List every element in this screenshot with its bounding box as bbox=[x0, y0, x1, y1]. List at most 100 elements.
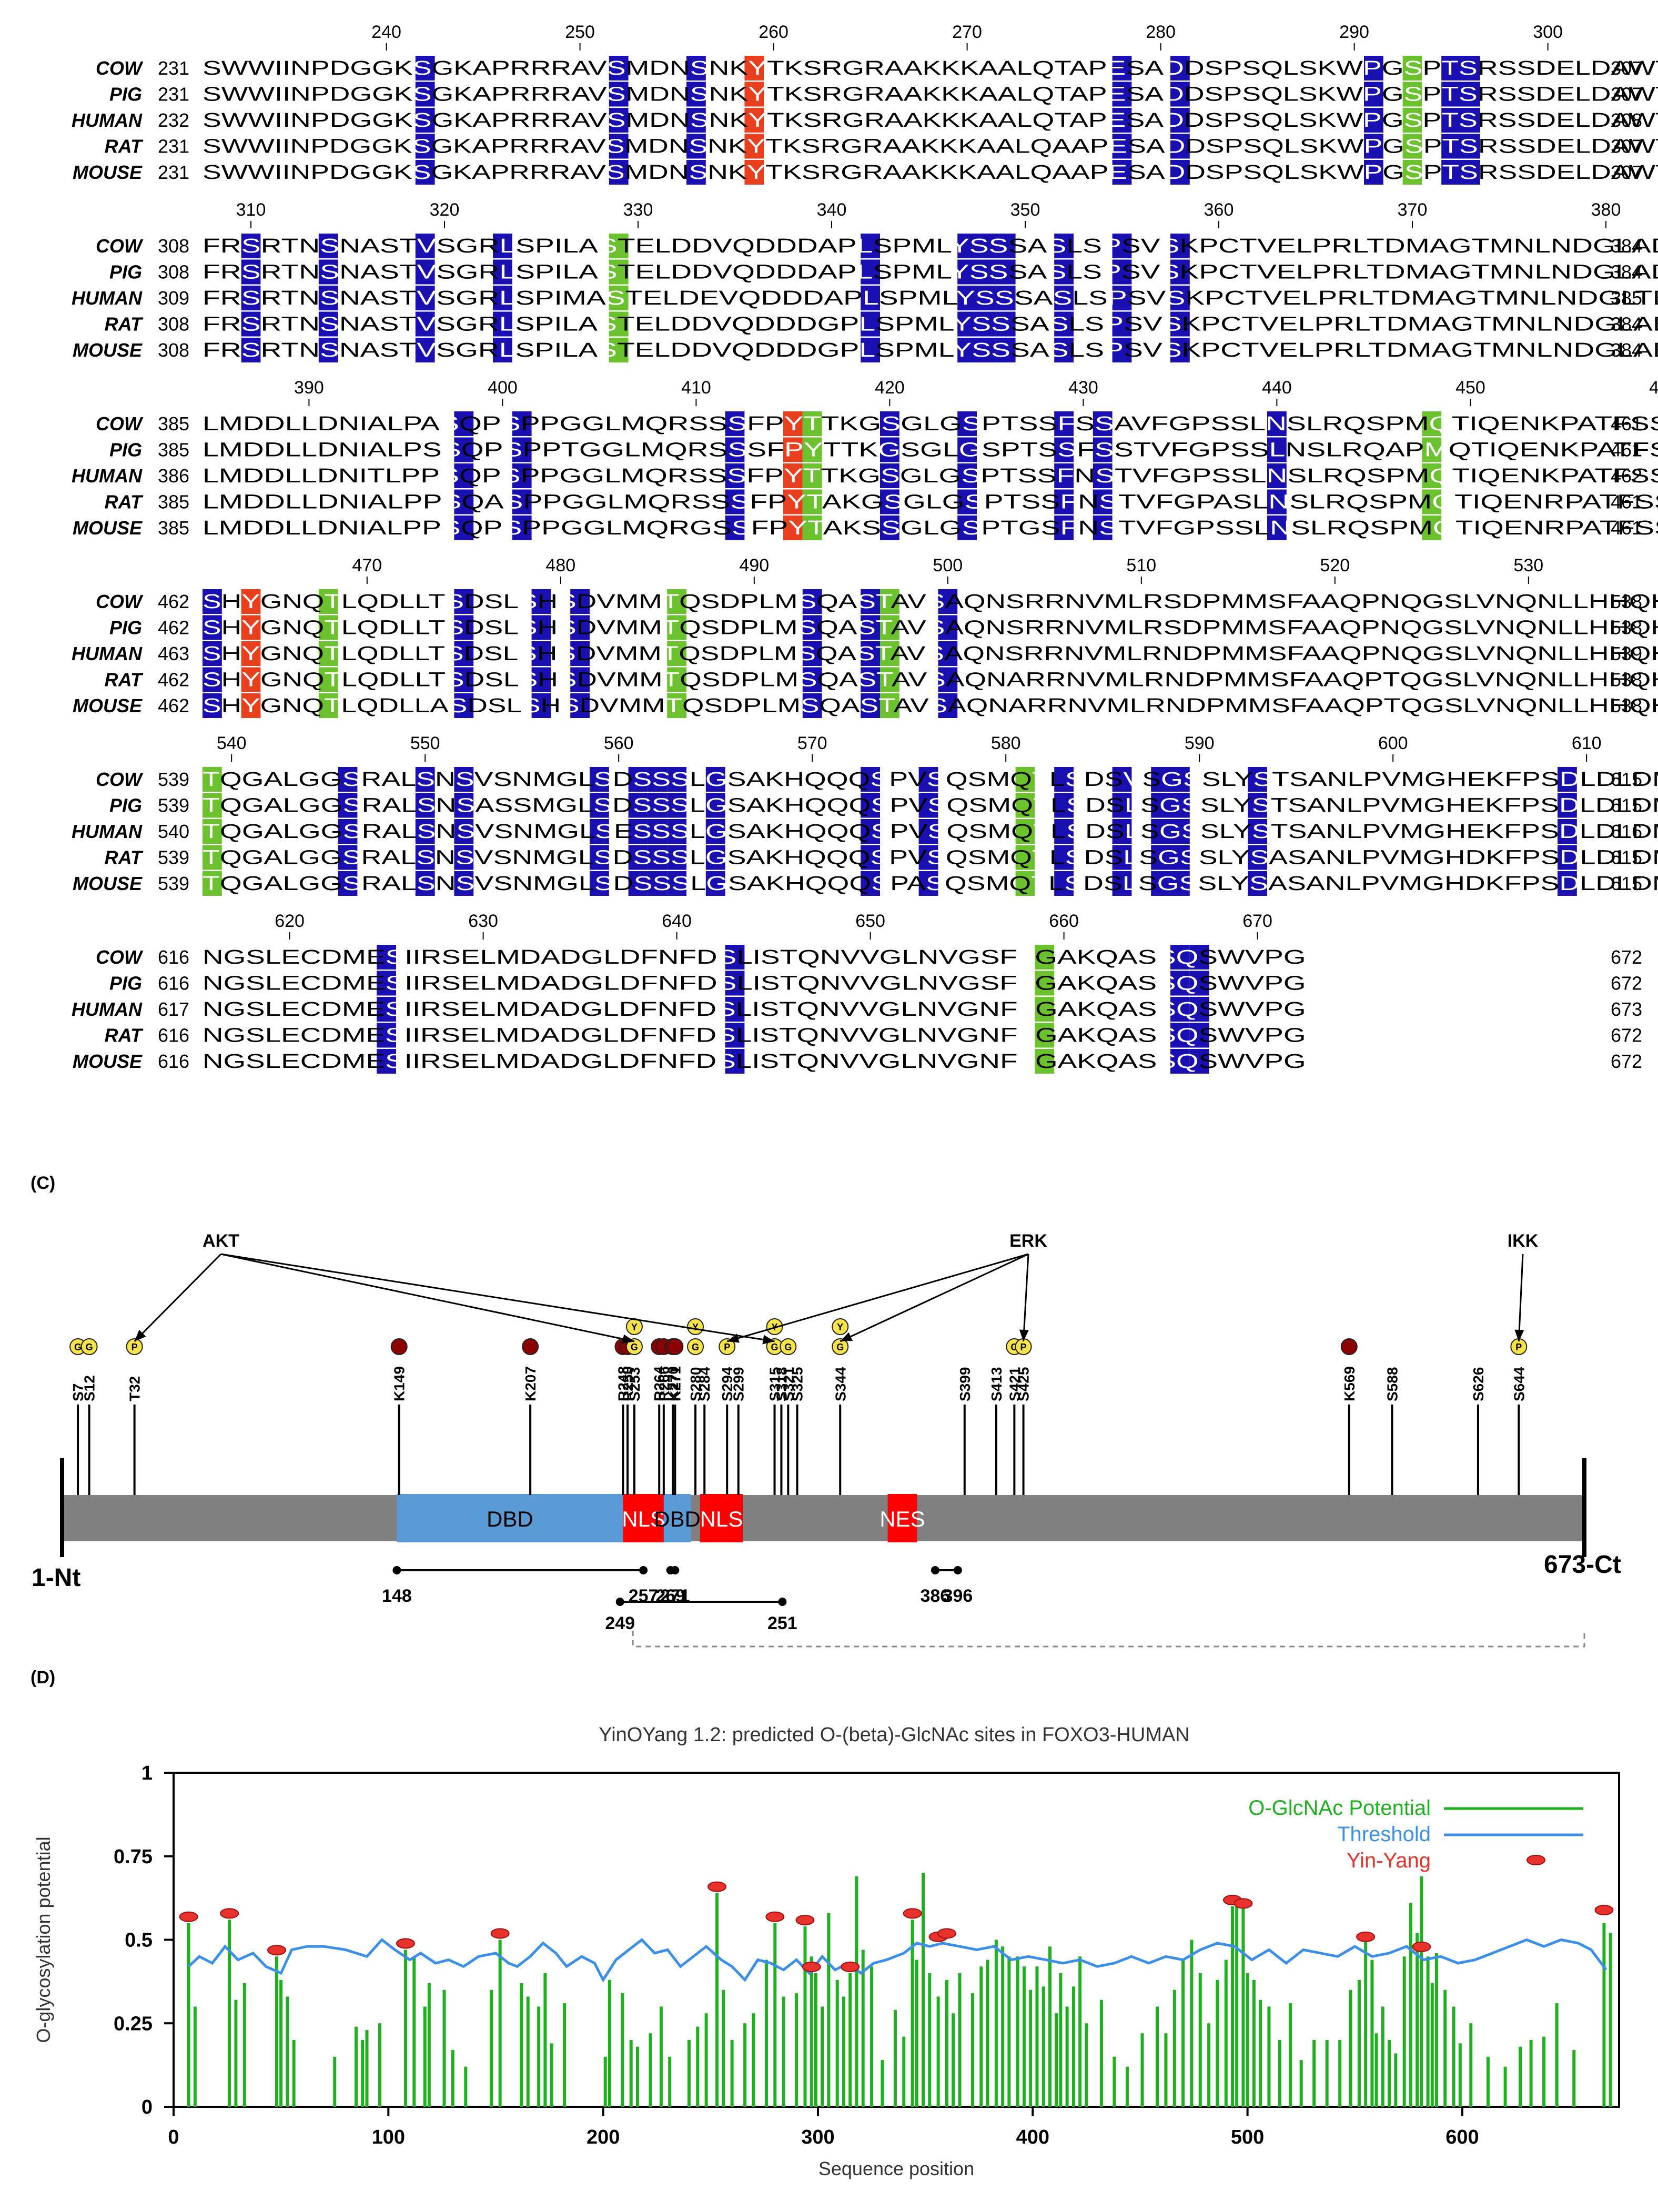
residue: Q bbox=[796, 1025, 819, 1047]
residue: F bbox=[1060, 491, 1078, 513]
residue: R bbox=[478, 287, 499, 309]
residue: R bbox=[1331, 261, 1352, 284]
residue: S bbox=[203, 617, 221, 639]
residue: G bbox=[1035, 946, 1057, 968]
residue: S bbox=[1006, 591, 1025, 613]
residue-highlight-S bbox=[1112, 767, 1132, 792]
residue: M bbox=[1105, 669, 1128, 691]
residue: S bbox=[606, 287, 625, 309]
residue: G bbox=[1424, 769, 1447, 791]
residue: G bbox=[1598, 287, 1621, 309]
residue-highlight-S bbox=[454, 589, 474, 614]
alignment-row: HUMAN 540 T Q G A L G G S R A L S N S V S N M G L S E S S S L G S A K H Q… bbox=[72, 819, 1658, 844]
residue: Q bbox=[461, 439, 484, 461]
residue-highlight-S bbox=[861, 589, 880, 614]
residue-highlight-S bbox=[415, 134, 435, 159]
residue: S bbox=[1289, 769, 1308, 791]
residue: L bbox=[1250, 465, 1267, 487]
residue: R bbox=[1047, 695, 1067, 717]
residue: V bbox=[1476, 591, 1495, 613]
glcnac-plot-svg: (D)YinOYang 1.2: predicted O-(beta)-GlcN… bbox=[31, 1668, 1620, 2179]
residue: L bbox=[414, 643, 429, 665]
species-name: HUMAN bbox=[72, 643, 143, 664]
residue: A bbox=[382, 795, 402, 817]
residue: Q bbox=[804, 769, 826, 791]
residue: G bbox=[690, 517, 712, 539]
residue: S bbox=[557, 643, 576, 665]
residue: N bbox=[670, 57, 690, 79]
residue: Q bbox=[1096, 998, 1119, 1021]
residue: R bbox=[478, 314, 499, 336]
residue-highlight-S bbox=[725, 437, 745, 462]
residue: I bbox=[405, 1025, 412, 1047]
residue: T bbox=[399, 339, 417, 361]
residue: R bbox=[688, 439, 709, 461]
residue: P bbox=[1362, 821, 1381, 843]
row-start-number: 462 bbox=[158, 695, 189, 716]
ruler-label: 380 bbox=[1591, 200, 1621, 220]
species-name: COW bbox=[96, 413, 144, 435]
ruler-label: 610 bbox=[1572, 733, 1602, 753]
alignment-row: MOUSE 308 F R S R T N S N A S T V S G R L S P I L A S T E L D D V Q D D D… bbox=[73, 338, 1658, 362]
residue: H bbox=[1447, 769, 1467, 791]
ruler-label: 660 bbox=[1049, 911, 1079, 931]
domain-label: NES bbox=[879, 1507, 925, 1531]
residue: S bbox=[1095, 465, 1115, 487]
residue: T bbox=[203, 847, 220, 869]
residue: G bbox=[939, 413, 962, 435]
residue: S bbox=[1288, 821, 1307, 843]
residue-highlight-S bbox=[1054, 234, 1074, 258]
residue: S bbox=[689, 161, 708, 184]
residue: Q bbox=[1629, 617, 1651, 639]
residue: V bbox=[1136, 517, 1156, 539]
residue: M bbox=[1409, 517, 1433, 539]
x-tick-label: 400 bbox=[1016, 2126, 1049, 2148]
residue: L bbox=[603, 998, 619, 1021]
residue: S bbox=[1252, 795, 1271, 817]
residue: S bbox=[982, 439, 1001, 461]
residue: S bbox=[1157, 998, 1176, 1021]
residue: D bbox=[1384, 261, 1406, 284]
residue: Y bbox=[747, 161, 766, 184]
residue: D bbox=[755, 261, 776, 284]
residue: M bbox=[775, 669, 798, 691]
residue: S bbox=[652, 873, 671, 895]
residue: A bbox=[1321, 591, 1340, 613]
residue: W bbox=[221, 109, 248, 132]
residue: P bbox=[1389, 517, 1409, 539]
residue: L bbox=[401, 821, 417, 843]
residue: V bbox=[908, 769, 927, 791]
residue: E bbox=[1277, 261, 1296, 284]
residue: P bbox=[1364, 669, 1383, 691]
residue: R bbox=[821, 136, 841, 158]
residue-highlight-S bbox=[996, 338, 1016, 362]
residue: R bbox=[420, 1051, 441, 1073]
residue: S bbox=[594, 873, 613, 895]
residue: F bbox=[1151, 413, 1169, 435]
residue: R bbox=[362, 795, 382, 817]
residue: V bbox=[1380, 847, 1400, 869]
residue: M bbox=[219, 465, 243, 487]
residue: E bbox=[643, 287, 662, 309]
residue: V bbox=[1123, 769, 1143, 791]
residue: T bbox=[324, 617, 341, 639]
residue: S bbox=[417, 873, 436, 895]
residue: S bbox=[929, 695, 948, 717]
residue: M bbox=[1401, 769, 1424, 791]
residue: D bbox=[576, 643, 596, 665]
residue: N bbox=[339, 261, 360, 284]
residue: M bbox=[615, 591, 639, 613]
x-tick-label: 500 bbox=[1231, 2126, 1264, 2148]
residue: P bbox=[1264, 1051, 1283, 1073]
residue: Q bbox=[1176, 1051, 1199, 1073]
residue: P bbox=[1405, 439, 1424, 461]
residue: S bbox=[1444, 669, 1463, 691]
residue: R bbox=[478, 261, 499, 284]
residue: P bbox=[890, 873, 908, 895]
residue: F bbox=[1060, 517, 1078, 539]
